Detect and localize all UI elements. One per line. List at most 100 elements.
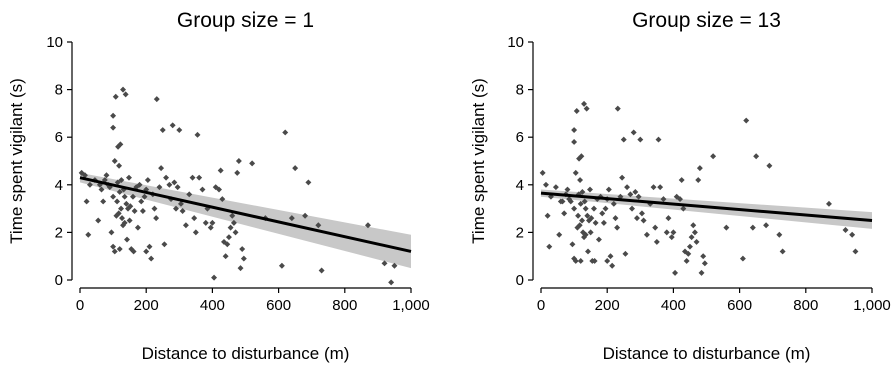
data-point	[556, 231, 563, 238]
data-point	[852, 248, 859, 255]
x-axis-label: Distance to disturbance (m)	[142, 344, 350, 363]
data-point	[169, 122, 176, 129]
data-point	[85, 231, 92, 238]
data-point	[585, 248, 591, 255]
data-point	[153, 215, 160, 222]
data-point	[683, 257, 690, 264]
y-tick-label: 6	[55, 129, 63, 146]
data-point	[710, 153, 717, 160]
data-point	[100, 198, 107, 205]
data-point	[224, 241, 231, 248]
data-point	[211, 274, 218, 281]
y-axis-label: Time spent vigilant (s)	[469, 78, 488, 244]
data-point	[103, 172, 110, 179]
data-point	[607, 253, 614, 260]
data-point	[577, 177, 584, 184]
data-point	[700, 253, 707, 260]
chart-title: Group size = 13	[632, 9, 781, 32]
data-point	[158, 165, 165, 172]
data-point	[690, 222, 697, 229]
data-point	[120, 86, 126, 93]
data-point	[240, 255, 247, 262]
data-point	[234, 169, 241, 176]
data-point	[177, 200, 184, 207]
confidence-band	[541, 189, 872, 229]
data-point	[571, 138, 578, 145]
data-point	[587, 229, 594, 236]
data-point	[122, 91, 129, 98]
y-tick-label: 4	[516, 177, 524, 194]
data-point	[571, 205, 578, 212]
x-tick-label: 800	[793, 297, 818, 314]
data-point	[139, 208, 146, 214]
data-point	[179, 208, 186, 214]
data-point	[678, 177, 685, 184]
x-tick-label: 800	[332, 297, 357, 314]
data-point	[695, 177, 702, 184]
data-point	[151, 205, 158, 212]
data-point	[655, 136, 662, 143]
data-point	[595, 236, 602, 243]
data-point	[249, 160, 256, 167]
data-point	[670, 229, 677, 236]
data-point	[209, 219, 216, 226]
data-point	[130, 248, 137, 255]
chart-panel-group-size-1: Group size = 1 Distance to disturbance (…	[7, 9, 430, 363]
x-tick-label: 600	[266, 297, 291, 314]
data-point	[587, 186, 593, 193]
data-point	[643, 231, 650, 238]
data-point	[95, 217, 102, 224]
data-point	[640, 217, 647, 224]
x-tick-label: 400	[661, 297, 686, 314]
data-point	[619, 174, 626, 181]
data-point	[696, 165, 703, 172]
data-point	[542, 181, 549, 188]
data-point	[111, 248, 118, 255]
y-tick-label: 6	[516, 129, 524, 146]
data-point	[657, 184, 664, 191]
data-point	[693, 238, 700, 245]
data-point	[110, 193, 117, 200]
data-point	[849, 231, 856, 238]
data-point	[302, 212, 309, 219]
x-tick-label: 1,000	[853, 297, 891, 314]
data-point	[222, 253, 229, 260]
data-point	[581, 100, 587, 107]
data-point	[620, 136, 627, 143]
data-point	[723, 224, 730, 231]
data-point	[116, 246, 123, 253]
data-point	[743, 117, 750, 124]
y-tick-label: 0	[516, 272, 524, 289]
data-point	[278, 262, 285, 269]
data-point	[199, 186, 206, 193]
data-point	[612, 215, 619, 222]
data-point	[196, 174, 203, 181]
data-point	[176, 127, 183, 134]
regression-line	[79, 176, 412, 253]
data-point	[318, 267, 325, 274]
data-point	[108, 229, 115, 236]
y-tick-label: 0	[55, 272, 63, 289]
data-point	[653, 238, 660, 245]
data-point	[665, 215, 672, 222]
data-point	[592, 219, 599, 226]
data-point	[763, 222, 770, 229]
data-point	[119, 215, 126, 222]
data-point	[127, 203, 134, 210]
data-point	[614, 105, 621, 112]
data-point	[388, 279, 395, 286]
data-point	[668, 234, 675, 241]
data-point	[129, 193, 136, 200]
data-point	[624, 184, 631, 191]
data-point	[539, 169, 546, 176]
y-tick-label: 2	[516, 224, 524, 241]
data-point	[572, 169, 579, 176]
x-tick-label: 1,000	[392, 297, 430, 314]
data-point	[688, 234, 695, 241]
data-point	[622, 250, 629, 257]
data-point	[583, 105, 590, 112]
data-point	[650, 184, 657, 191]
data-point	[191, 215, 198, 222]
data-point	[163, 174, 170, 181]
